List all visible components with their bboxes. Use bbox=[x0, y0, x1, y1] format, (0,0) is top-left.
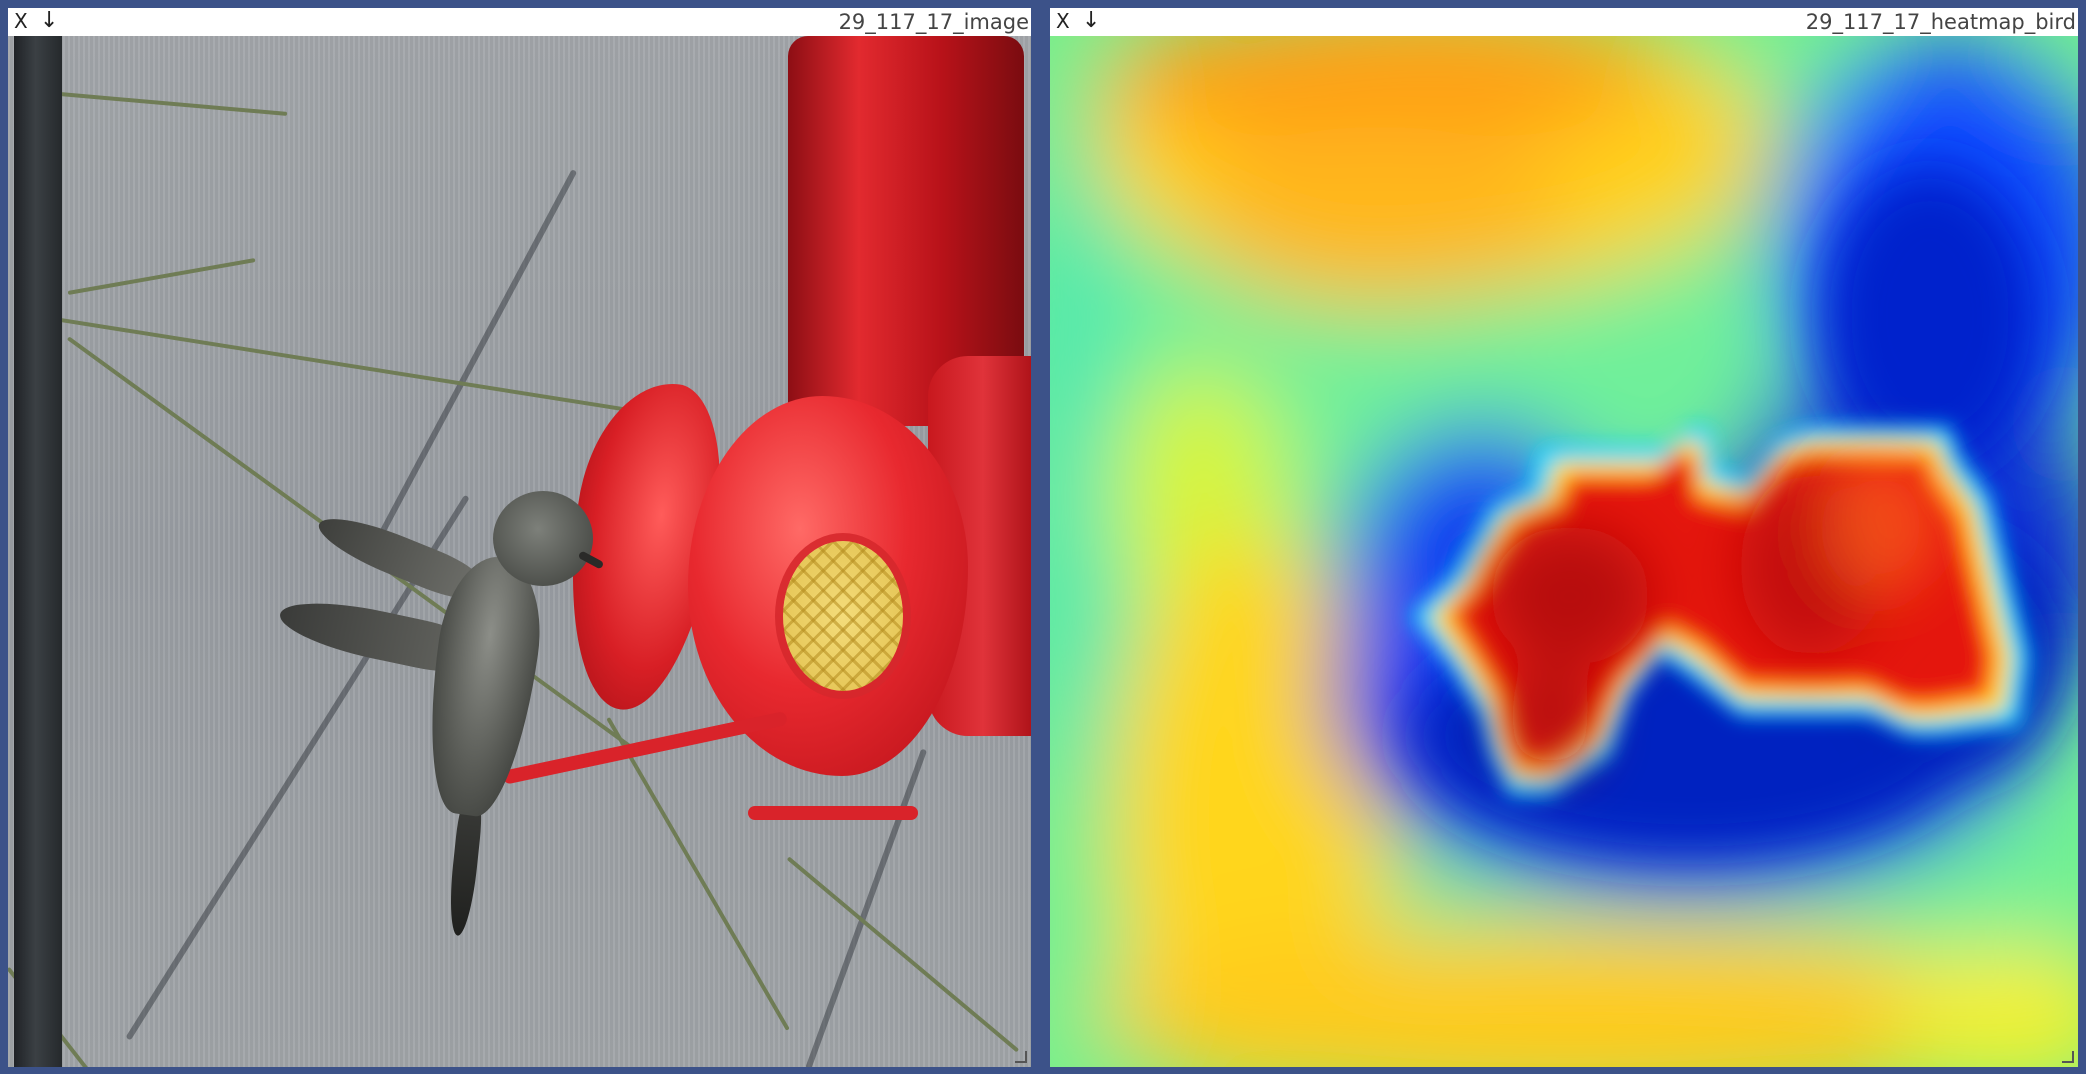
window-title: 29_117_17_image bbox=[838, 10, 1029, 34]
download-icon[interactable]: ↓ bbox=[40, 8, 59, 33]
resize-handle[interactable] bbox=[2062, 1051, 2074, 1063]
download-icon[interactable]: ↓ bbox=[1082, 8, 1101, 33]
heatmap-graphic bbox=[1050, 36, 2078, 1067]
close-icon[interactable]: X bbox=[1056, 9, 1070, 33]
hummingbird-photo bbox=[8, 36, 1031, 1067]
close-icon[interactable]: X bbox=[14, 9, 28, 33]
heatmap-window-titlebar: X ↓ 29_117_17_heatmap_bird bbox=[1050, 8, 2078, 36]
image-window-titlebar: X ↓ 29_117_17_image bbox=[8, 8, 1031, 36]
bird-heatmap bbox=[1050, 36, 2078, 1067]
heatmap-window: X ↓ 29_117_17_heatmap_bird bbox=[1050, 8, 2078, 1067]
photo-pole bbox=[14, 36, 62, 1067]
resize-handle[interactable] bbox=[1015, 1051, 1027, 1063]
heatmap-viewport bbox=[1050, 36, 2078, 1067]
bird-head bbox=[493, 491, 593, 586]
image-window: X ↓ 29_117_17_image bbox=[8, 8, 1031, 1067]
feeder-perch bbox=[748, 806, 918, 820]
image-viewport bbox=[8, 36, 1031, 1067]
feeder-port bbox=[783, 541, 903, 691]
window-title: 29_117_17_heatmap_bird bbox=[1805, 10, 2076, 34]
